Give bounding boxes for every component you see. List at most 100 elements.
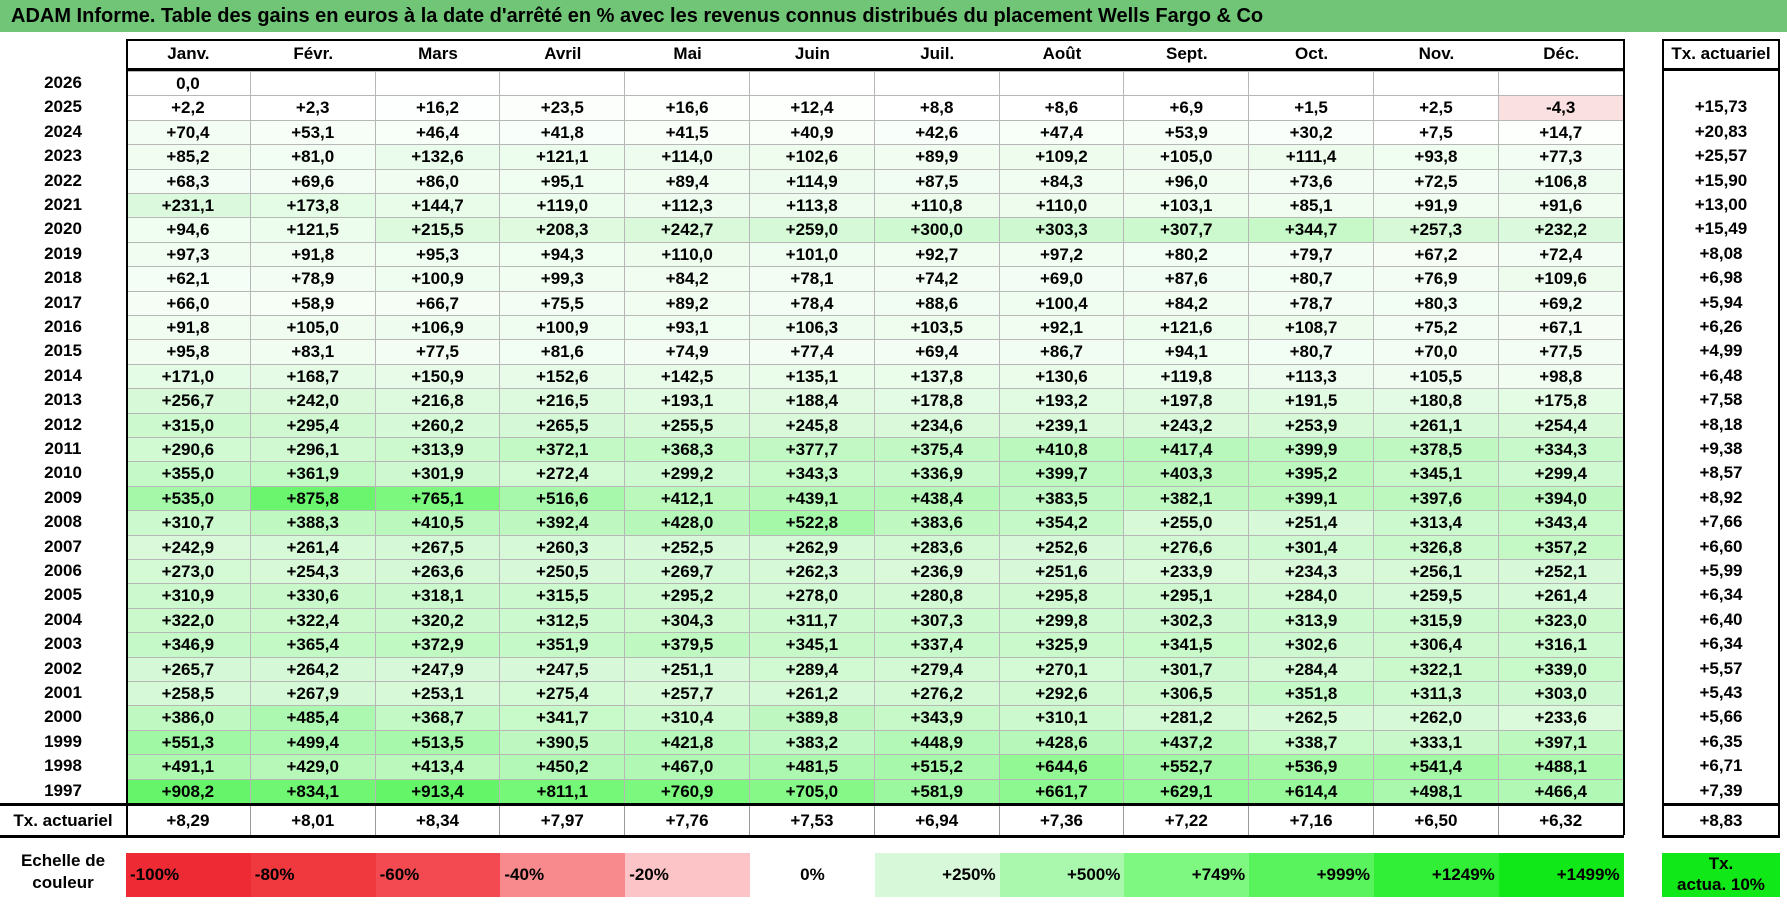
scale-rate-swatch: Tx. actua. 10% — [1662, 853, 1780, 897]
scale-swatch: -40% — [500, 853, 626, 897]
table-cell: +72,5 — [1374, 168, 1499, 193]
table-cell: +95,3 — [375, 241, 501, 267]
rate-footer-bottom — [1662, 835, 1780, 838]
table-cell: +84,2 — [1124, 290, 1250, 315]
table-cell: +315,9 — [1374, 607, 1499, 633]
row-rate: +8,18 — [1699, 414, 1743, 434]
table-cell: +114,9 — [750, 168, 875, 193]
table-cell: +399,7 — [999, 461, 1125, 486]
table-cell: +301,7 — [1124, 656, 1250, 681]
table-cell: +2,3 — [250, 95, 376, 120]
row-rate: +20,83 — [1694, 121, 1748, 141]
table-cell: +8,8 — [874, 95, 1000, 120]
year-label: 2022 — [44, 170, 82, 190]
table-cell: +6,9 — [1124, 95, 1250, 120]
table-cell: +515,2 — [874, 754, 1000, 779]
table-cell: +338,7 — [1249, 729, 1374, 755]
table-cell — [250, 71, 376, 96]
row-rate: +6,71 — [1699, 756, 1743, 776]
table-cell: +77,5 — [375, 339, 501, 364]
table-cell: +23,5 — [500, 95, 626, 120]
table-cell: +343,4 — [1498, 510, 1624, 535]
table-cell: +351,9 — [500, 632, 626, 657]
table-cell — [625, 71, 750, 96]
table-cell: +261,2 — [750, 681, 875, 706]
table-cell: +75,5 — [500, 290, 626, 315]
table-cell: +413,4 — [375, 754, 501, 779]
table-cell: +333,1 — [1374, 729, 1499, 755]
table-cell: +252,6 — [999, 534, 1125, 559]
table-cell: +79,7 — [1249, 241, 1374, 267]
page-title: ADAM Informe. Table des gains en euros à… — [0, 0, 1787, 32]
table-cell: +551,3 — [126, 729, 251, 755]
table-cell: +70,0 — [1374, 339, 1499, 364]
table-cell: +130,6 — [999, 363, 1125, 389]
table-cell: +522,8 — [750, 510, 875, 535]
month-header: Juin — [750, 39, 875, 71]
table-cell: +251,1 — [625, 656, 750, 681]
table-cell — [1249, 71, 1374, 96]
year-label: 2023 — [44, 146, 82, 166]
table-cell: +412,1 — [625, 485, 750, 511]
table-cell: +344,7 — [1249, 217, 1374, 242]
scale-rate-line1: Tx. — [1708, 854, 1734, 873]
table-cell: +330,6 — [250, 583, 376, 608]
table-cell: +119,0 — [500, 193, 626, 218]
table-cell: +488,1 — [1498, 754, 1624, 779]
table-cell: +109,6 — [1498, 266, 1624, 291]
table-cell: +85,1 — [1249, 193, 1374, 218]
table-cell: +70,4 — [126, 119, 251, 145]
table-cell: +236,9 — [874, 559, 1000, 584]
table-cell: +193,2 — [999, 388, 1125, 413]
table-cell: +46,4 — [375, 119, 501, 145]
table-cell: +345,1 — [750, 632, 875, 657]
table-cell: +334,3 — [1498, 437, 1624, 462]
table-cell: +320,2 — [375, 607, 501, 633]
month-header: Mars — [375, 39, 501, 71]
table-cell: +354,2 — [999, 510, 1125, 535]
table-cell: +105,5 — [1374, 363, 1499, 389]
scale-swatch: +1499% — [1498, 853, 1624, 897]
table-cell: +299,8 — [999, 607, 1125, 633]
row-rate: +4,99 — [1699, 341, 1743, 361]
row-rate: +7,66 — [1699, 512, 1743, 532]
table-cell: +284,4 — [1249, 656, 1374, 681]
table-cell: +765,1 — [375, 485, 501, 511]
table-cell: +84,3 — [999, 168, 1125, 193]
table-cell: +256,7 — [126, 388, 251, 413]
row-rate: +8,92 — [1699, 487, 1743, 507]
table-cell: +69,2 — [1498, 290, 1624, 315]
table-cell: +75,2 — [1374, 315, 1499, 340]
rate-border-right — [1778, 39, 1780, 835]
table-cell: +91,9 — [1374, 193, 1499, 218]
table-cell: +257,3 — [1374, 217, 1499, 242]
table-cell: +379,5 — [625, 632, 750, 657]
table-cell: +113,8 — [750, 193, 875, 218]
table-cell: +296,1 — [250, 437, 376, 462]
table-cell: +397,6 — [1374, 485, 1499, 511]
year-label: 2005 — [44, 585, 82, 605]
scale-swatch: +1249% — [1374, 853, 1499, 897]
table-cell: +100,4 — [999, 290, 1125, 315]
table-cell: +208,3 — [500, 217, 626, 242]
scale-swatch: +749% — [1124, 853, 1250, 897]
year-label: 2008 — [44, 512, 82, 532]
row-rate: +5,66 — [1699, 707, 1743, 727]
table-cell — [1374, 71, 1499, 96]
year-label: 2026 — [44, 73, 82, 92]
table-cell: +289,4 — [750, 656, 875, 681]
table-cell: +252,1 — [1498, 559, 1624, 584]
table-cell: +388,3 — [250, 510, 376, 535]
table-cell: +93,8 — [1374, 144, 1499, 169]
table-cell: +171,0 — [126, 363, 251, 389]
table-cell: +242,9 — [126, 534, 251, 559]
year-label: 2016 — [44, 317, 82, 336]
table-cell: +114,0 — [625, 144, 750, 169]
table-cell: +215,5 — [375, 217, 501, 242]
table-cell: +361,9 — [250, 461, 376, 486]
table-cell: +47,4 — [999, 119, 1125, 145]
table-cell — [1124, 71, 1250, 96]
table-cell: +14,7 — [1498, 119, 1624, 145]
table-cell: +16,6 — [625, 95, 750, 120]
table-cell: +97,2 — [999, 241, 1125, 267]
